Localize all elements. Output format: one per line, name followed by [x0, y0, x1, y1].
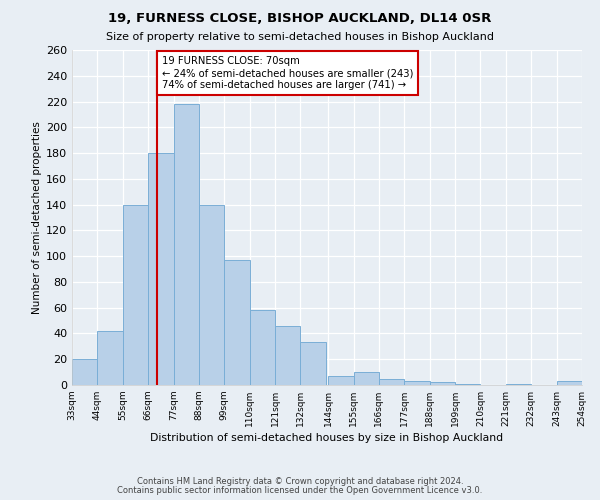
Bar: [72, 359, 97, 385]
Bar: [250, 310, 275, 385]
Bar: [275, 326, 301, 385]
Text: 19 FURNESS CLOSE: 70sqm
← 24% of semi-detached houses are smaller (243)
74% of s: 19 FURNESS CLOSE: 70sqm ← 24% of semi-de…: [162, 56, 413, 90]
Text: Size of property relative to semi-detached houses in Bishop Auckland: Size of property relative to semi-detach…: [106, 32, 494, 42]
Y-axis label: Number of semi-detached properties: Number of semi-detached properties: [32, 121, 42, 314]
Bar: [328, 376, 353, 385]
Bar: [224, 260, 250, 385]
Text: 19, FURNESS CLOSE, BISHOP AUCKLAND, DL14 0SR: 19, FURNESS CLOSE, BISHOP AUCKLAND, DL14…: [109, 12, 491, 26]
Bar: [379, 378, 404, 385]
Bar: [148, 153, 173, 385]
Bar: [404, 381, 430, 385]
Bar: [173, 104, 199, 385]
Text: Contains public sector information licensed under the Open Government Licence v3: Contains public sector information licen…: [118, 486, 482, 495]
Bar: [506, 384, 531, 385]
X-axis label: Distribution of semi-detached houses by size in Bishop Auckland: Distribution of semi-detached houses by …: [151, 433, 503, 443]
Bar: [97, 331, 123, 385]
Bar: [199, 204, 224, 385]
Bar: [557, 381, 582, 385]
Bar: [123, 204, 148, 385]
Bar: [455, 384, 481, 385]
Bar: [353, 372, 379, 385]
Text: Contains HM Land Registry data © Crown copyright and database right 2024.: Contains HM Land Registry data © Crown c…: [137, 477, 463, 486]
Bar: [301, 342, 326, 385]
Bar: [430, 382, 455, 385]
